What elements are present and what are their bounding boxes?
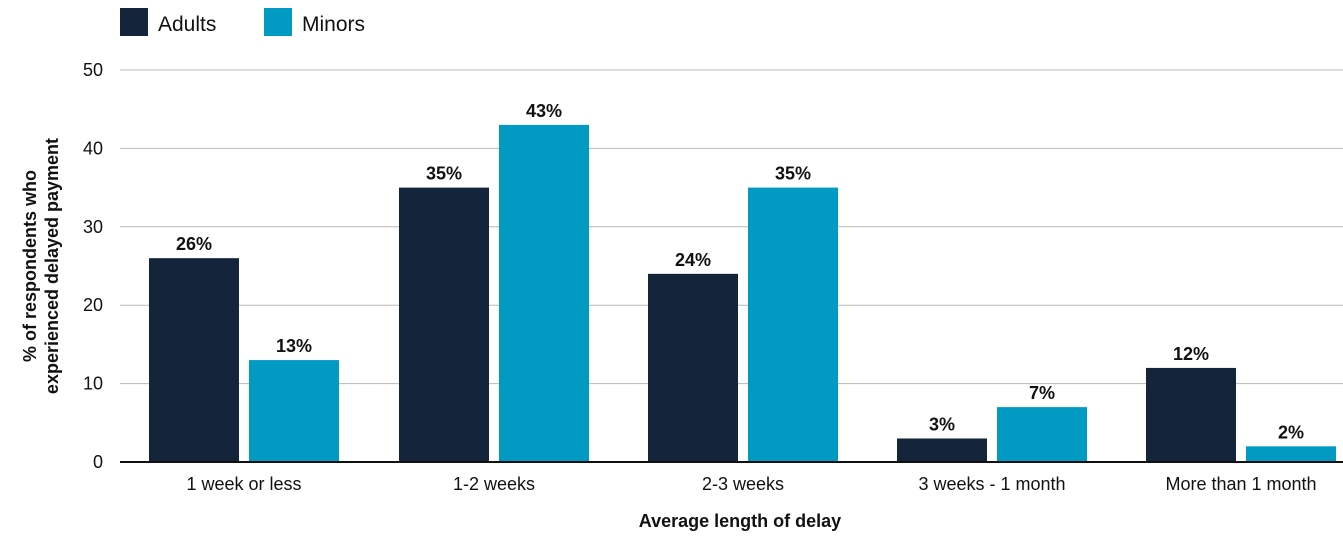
legend: Adults Minors [120, 8, 365, 36]
x-tick-label-more-than-1-month: More than 1 month [1165, 474, 1316, 494]
legend-label-minors: Minors [302, 13, 365, 36]
gridlines [120, 69, 1343, 385]
bar-adults-2-3-weeks [648, 273, 738, 462]
x-axis-categories: 1 week or less 1-2 weeks 2-3 weeks 3 weeks … [186, 474, 1316, 494]
x-tick-label-1-week-or-less: 1 week or less [186, 474, 301, 494]
x-tick-label-2-3-weeks: 2-3 weeks [702, 474, 784, 494]
y-axis-title: % of respondents who experienced delayed … [20, 138, 62, 394]
data-label-minors-3-weeks-1-month: 7% [1029, 383, 1055, 403]
data-labels: 26% 13% 35% 43% 24% 35% 3% 7% 12% 2% [176, 101, 1304, 442]
bar-adults-3-weeks-1-month [897, 438, 987, 462]
bar-minors-3-weeks-1-month [997, 407, 1087, 462]
data-label-adults-3-weeks-1-month: 3% [929, 414, 955, 434]
bar-minors-more-than-1-month [1246, 446, 1336, 462]
data-label-minors-2-3-weeks: 35% [775, 164, 811, 184]
bar-minors-1-week-or-less [249, 360, 339, 462]
data-label-adults-1-week-or-less: 26% [176, 234, 212, 254]
bar-adults-more-than-1-month [1146, 367, 1236, 462]
bar-minors-1-2-weeks [499, 124, 589, 462]
data-label-adults-more-than-1-month: 12% [1173, 344, 1209, 364]
y-axis-ticks: 0 10 20 30 40 50 [83, 60, 103, 472]
data-label-minors-1-2-weeks: 43% [526, 101, 562, 121]
legend-label-adults: Adults [158, 13, 216, 36]
x-tick-label-3-weeks-1-month: 3 weeks - 1 month [918, 474, 1065, 494]
data-label-adults-1-2-weeks: 35% [426, 164, 462, 184]
y-tick-label-20: 20 [83, 295, 103, 315]
data-label-minors-1-week-or-less: 13% [276, 336, 312, 356]
y-tick-label-30: 30 [83, 217, 103, 237]
x-axis-title: Average length of delay [639, 511, 841, 531]
y-tick-label-40: 40 [83, 138, 103, 158]
y-tick-label-10: 10 [83, 374, 103, 394]
legend-swatch-minors [264, 8, 292, 36]
y-axis-title-line-1: % of respondents who [20, 170, 40, 362]
bar-adults-1-2-weeks [399, 187, 489, 462]
bars [149, 124, 1336, 462]
y-tick-label-0: 0 [93, 452, 103, 472]
data-label-adults-2-3-weeks: 24% [675, 250, 711, 270]
data-label-minors-more-than-1-month: 2% [1278, 422, 1304, 442]
bar-minors-2-3-weeks [748, 187, 838, 462]
x-tick-label-1-2-weeks: 1-2 weeks [453, 474, 535, 494]
y-axis-title-line-2: experienced delayed payment [42, 138, 62, 394]
legend-swatch-adults [120, 8, 148, 36]
bar-adults-1-week-or-less [149, 258, 239, 462]
y-tick-label-50: 50 [83, 60, 103, 80]
